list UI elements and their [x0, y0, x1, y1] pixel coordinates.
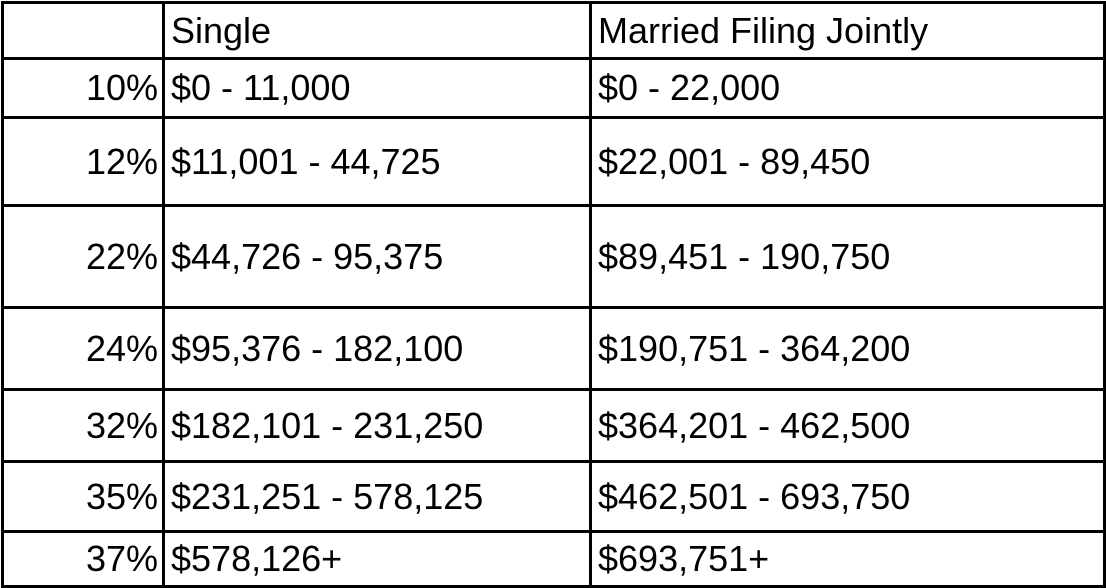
- rate-cell[interactable]: 37%: [1, 530, 165, 588]
- single-range-cell[interactable]: $11,001 - 44,725: [162, 116, 592, 207]
- header-row: Single Married Filing Jointly: [1, 1, 1106, 60]
- single-range-cell[interactable]: $0 - 11,000: [162, 57, 592, 119]
- married-range-cell[interactable]: $462,501 - 693,750: [589, 460, 1106, 533]
- married-header-cell[interactable]: Married Filing Jointly: [589, 1, 1106, 60]
- table-row: 22% $44,726 - 95,375 $89,451 - 190,750: [1, 204, 1106, 309]
- rate-cell[interactable]: 10%: [1, 57, 165, 119]
- married-range-cell[interactable]: $22,001 - 89,450: [589, 116, 1106, 207]
- table-row: 37% $578,126+ $693,751+: [1, 530, 1106, 588]
- rate-cell[interactable]: 12%: [1, 116, 165, 207]
- single-range-cell[interactable]: $95,376 - 182,100: [162, 306, 592, 391]
- single-range-cell[interactable]: $578,126+: [162, 530, 592, 588]
- married-range-cell[interactable]: $0 - 22,000: [589, 57, 1106, 119]
- table-row: 32% $182,101 - 231,250 $364,201 - 462,50…: [1, 388, 1106, 463]
- table-row: 10% $0 - 11,000 $0 - 22,000: [1, 57, 1106, 119]
- rate-header-cell[interactable]: [1, 1, 165, 60]
- table-row: 35% $231,251 - 578,125 $462,501 - 693,75…: [1, 460, 1106, 533]
- table-row: 24% $95,376 - 182,100 $190,751 - 364,200: [1, 306, 1106, 391]
- single-range-cell[interactable]: $44,726 - 95,375: [162, 204, 592, 309]
- rate-cell[interactable]: 24%: [1, 306, 165, 391]
- single-range-cell[interactable]: $182,101 - 231,250: [162, 388, 592, 463]
- single-range-cell[interactable]: $231,251 - 578,125: [162, 460, 592, 533]
- married-range-cell[interactable]: $89,451 - 190,750: [589, 204, 1106, 309]
- married-range-cell[interactable]: $190,751 - 364,200: [589, 306, 1106, 391]
- married-range-cell[interactable]: $693,751+: [589, 530, 1106, 588]
- rate-cell[interactable]: 22%: [1, 204, 165, 309]
- married-range-cell[interactable]: $364,201 - 462,500: [589, 388, 1106, 463]
- single-header-cell[interactable]: Single: [162, 1, 592, 60]
- table-row: 12% $11,001 - 44,725 $22,001 - 89,450: [1, 116, 1106, 207]
- rate-cell[interactable]: 35%: [1, 460, 165, 533]
- rate-cell[interactable]: 32%: [1, 388, 165, 463]
